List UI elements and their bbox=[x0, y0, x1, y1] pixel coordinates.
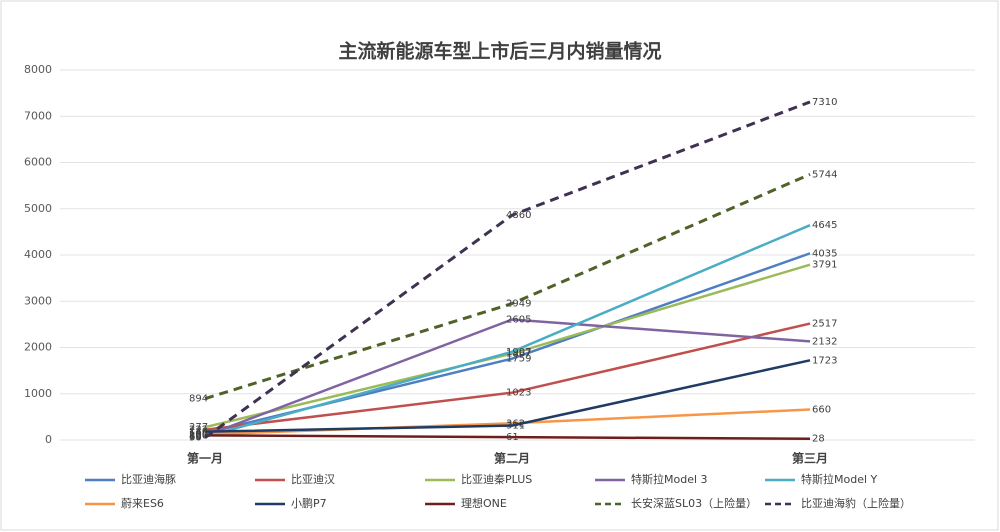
chart-title: 主流新能源车型上市后三月内销量情况 bbox=[338, 40, 661, 63]
y-tick-label: 8000 bbox=[24, 63, 52, 76]
series-line bbox=[204, 172, 811, 401]
y-tick-label: 6000 bbox=[24, 156, 52, 169]
data-label: 1723 bbox=[812, 355, 837, 366]
data-label: 180 bbox=[189, 427, 208, 438]
y-tick-label: 0 bbox=[45, 433, 52, 446]
data-label: 660 bbox=[812, 404, 831, 415]
y-tick-label: 4000 bbox=[24, 248, 52, 261]
data-label: 222 bbox=[189, 425, 208, 436]
data-label: 100 bbox=[189, 430, 208, 441]
legend-label: 比亚迪汉 bbox=[291, 473, 335, 486]
data-label: 4645 bbox=[812, 220, 837, 231]
x-tick-label: 第三月 bbox=[792, 451, 828, 466]
data-label: 311 bbox=[506, 421, 525, 432]
data-label: 2949 bbox=[506, 299, 531, 310]
series-line bbox=[204, 224, 811, 439]
x-tick-label: 第二月 bbox=[494, 451, 530, 466]
x-tick-label: 第一月 bbox=[187, 451, 223, 466]
data-label: 1023 bbox=[506, 388, 531, 399]
data-label: 7310 bbox=[812, 97, 837, 108]
legend-label: 蔚来ES6 bbox=[121, 497, 164, 510]
data-label: 3791 bbox=[812, 260, 837, 271]
y-tick-label: 1000 bbox=[24, 387, 52, 400]
y-tick-label: 2000 bbox=[24, 341, 52, 354]
data-label: 69 bbox=[189, 432, 202, 443]
series-line bbox=[204, 318, 811, 438]
data-label: 4035 bbox=[812, 248, 837, 259]
data-label: 120 bbox=[189, 429, 208, 440]
legend-label: 特斯拉Model Y bbox=[801, 472, 878, 486]
y-tick-label: 5000 bbox=[24, 202, 52, 215]
data-label: 1867 bbox=[506, 349, 531, 360]
data-label: 61 bbox=[506, 432, 519, 443]
data-label: 1907 bbox=[506, 347, 531, 358]
series-line bbox=[204, 322, 811, 431]
legend-label: 比亚迪秦PLUS bbox=[461, 472, 532, 486]
series-line bbox=[204, 100, 811, 439]
data-label: 89 bbox=[189, 431, 202, 442]
y-tick-label: 3000 bbox=[24, 294, 52, 307]
legend-label: 比亚迪海豹（上险量） bbox=[801, 496, 911, 510]
data-label: 2605 bbox=[506, 315, 531, 326]
data-label: 2517 bbox=[812, 319, 837, 330]
data-label: 146 bbox=[189, 428, 208, 439]
data-label: 1759 bbox=[506, 354, 531, 365]
data-label: 894 bbox=[189, 394, 208, 405]
data-label: 28 bbox=[812, 434, 825, 445]
legend-label: 小鹏P7 bbox=[291, 497, 327, 510]
data-label: 50 bbox=[189, 433, 202, 444]
series-line bbox=[204, 263, 811, 429]
y-tick-label: 7000 bbox=[24, 109, 52, 122]
data-label: 5744 bbox=[812, 169, 837, 180]
legend-label: 特斯拉Model 3 bbox=[631, 472, 708, 486]
data-label: 4860 bbox=[506, 210, 531, 221]
series-line bbox=[204, 359, 811, 433]
legend-label: 比亚迪海豚 bbox=[121, 472, 176, 486]
series-line bbox=[204, 434, 811, 440]
legend-label: 理想ONE bbox=[461, 496, 507, 510]
legend-label: 长安深蓝SL03（上险量） bbox=[631, 496, 757, 510]
data-label: 277 bbox=[189, 422, 208, 433]
data-label: 2132 bbox=[812, 336, 837, 347]
